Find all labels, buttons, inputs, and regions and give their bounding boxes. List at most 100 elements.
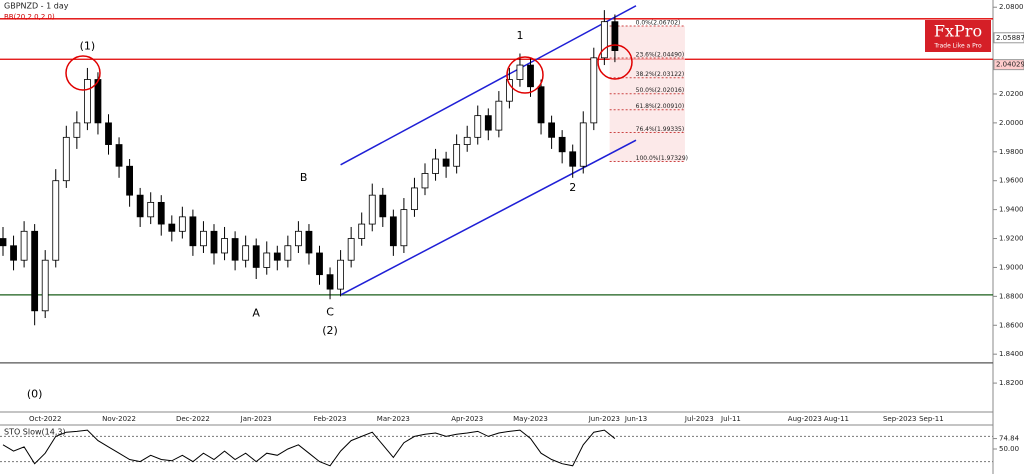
x-tick-label: Apr-2023 (451, 415, 483, 423)
candle-body (210, 230, 218, 254)
chart-title: GBPNZD - 1 day (4, 2, 69, 11)
candle-body (105, 122, 112, 145)
candle-body (495, 100, 503, 131)
logo-box (925, 20, 991, 52)
candle-body (273, 252, 281, 261)
candle-body (537, 86, 545, 124)
wave-label: (2) (322, 324, 338, 337)
price-marker-label: 2.05887 (996, 34, 1024, 42)
candle-body (126, 165, 133, 196)
wave-label: (0) (27, 388, 43, 401)
y-tick-label: 50.00 (999, 445, 1019, 453)
y-tick-label: 2.00000 (999, 119, 1024, 127)
price-marker-box (993, 59, 1024, 71)
candle-body (474, 115, 482, 138)
wave-label: 1 (516, 29, 523, 42)
plot: 1.82000 1.84000 1.86000 1.88000 1.90000 1.920… (0, 3, 1024, 467)
candle-body (421, 173, 429, 189)
y-tick-label: 1.84000 (999, 350, 1024, 358)
y-tick-label: 1.86000 (999, 321, 1024, 329)
candle-body (231, 238, 239, 261)
y-tick-label: 2.02000 (999, 90, 1024, 98)
candle-body (463, 136, 471, 145)
y-tick-label: 1.92000 (999, 235, 1024, 243)
x-tick-label: Jul-11 (720, 415, 741, 423)
x-tick-label: Jan-2023 (240, 415, 272, 423)
fib-label: 61.8%(2.00910) (636, 103, 685, 110)
logo-name: FxPro (934, 22, 982, 41)
trend-channel (340, 139, 637, 296)
highlight-circle (506, 56, 544, 94)
candle-body (178, 216, 186, 232)
wave-label: B (300, 171, 308, 184)
x-tick-label: Feb-2023 (314, 415, 347, 423)
candle-body (358, 223, 366, 239)
candle-body (62, 136, 70, 182)
indicator-title: STO Slow(14,3) (4, 428, 66, 437)
candle-body (505, 79, 513, 102)
candle-body (590, 57, 598, 124)
x-tick-label: Jun-13 (624, 415, 647, 423)
x-tick-label: May-2023 (513, 415, 548, 423)
candle-body (252, 245, 260, 268)
x-tick-label: Aug-2023 (788, 415, 822, 423)
fib-label: 23.6%(2.04490) (636, 51, 685, 58)
candle-body (326, 274, 334, 290)
candle-body (411, 187, 418, 211)
wave-label: C (326, 305, 334, 318)
x-tick-label: Nov-2022 (102, 415, 136, 423)
candle-body (52, 180, 60, 261)
candle-body (31, 230, 39, 312)
candle-body (20, 230, 28, 261)
candle-body (442, 158, 450, 167)
y-tick-label: 1.90000 (999, 263, 1024, 271)
x-tick-label: Oct-2022 (29, 415, 61, 423)
x-tick-label: Sep-11 (919, 415, 944, 423)
x-tick-label: Mar-2023 (377, 415, 410, 423)
candle-body (389, 216, 397, 247)
candle-body (611, 21, 619, 51)
candle-body (400, 209, 408, 247)
candle-body (10, 245, 17, 261)
candle-body (41, 259, 49, 312)
candle-body (453, 144, 461, 167)
candle-body (569, 151, 577, 167)
wave-label: A (252, 307, 260, 320)
candle-body (189, 216, 197, 247)
candle-body (115, 144, 123, 167)
x-tick-label: Sep-2023 (883, 415, 917, 423)
candle-body (157, 201, 165, 225)
logo-tagline: Trade Like a Pro (933, 43, 982, 50)
y-tick-label: 1.96000 (999, 177, 1024, 185)
candle-body (94, 79, 102, 124)
candle-body (263, 252, 271, 268)
candle-body (0, 238, 7, 247)
candle-body (168, 223, 176, 232)
candle-body (432, 158, 439, 174)
y-tick-label: 1.88000 (999, 292, 1024, 300)
price-marker-label: 2.04029 (996, 61, 1024, 69)
fib-label: 76.4%(1.99335) (636, 126, 685, 133)
candle-body (600, 21, 608, 59)
candle-body (84, 79, 91, 124)
x-tick-label: Jun-2023 (588, 415, 620, 423)
chart-subtitle: BB(20,2.0,2.0) (4, 13, 55, 21)
trend-channel (340, 5, 637, 166)
highlight-circle (597, 44, 633, 80)
candle-body (316, 252, 323, 276)
price-marker-box (993, 32, 1024, 44)
candle-body (294, 230, 302, 247)
candle-body (147, 201, 155, 218)
candle-body (527, 64, 534, 88)
fib-label: 100.0%(1.97329) (636, 155, 688, 162)
candle-body (284, 245, 292, 261)
candle-body (548, 122, 555, 138)
candle-body (368, 194, 376, 225)
x-tick-label: Jul-2023 (684, 415, 714, 423)
candle-body (337, 259, 345, 290)
candle-body (200, 230, 207, 247)
fib-label: 0.0%(2.06702) (636, 19, 681, 26)
y-tick-label: 1.94000 (999, 206, 1024, 214)
